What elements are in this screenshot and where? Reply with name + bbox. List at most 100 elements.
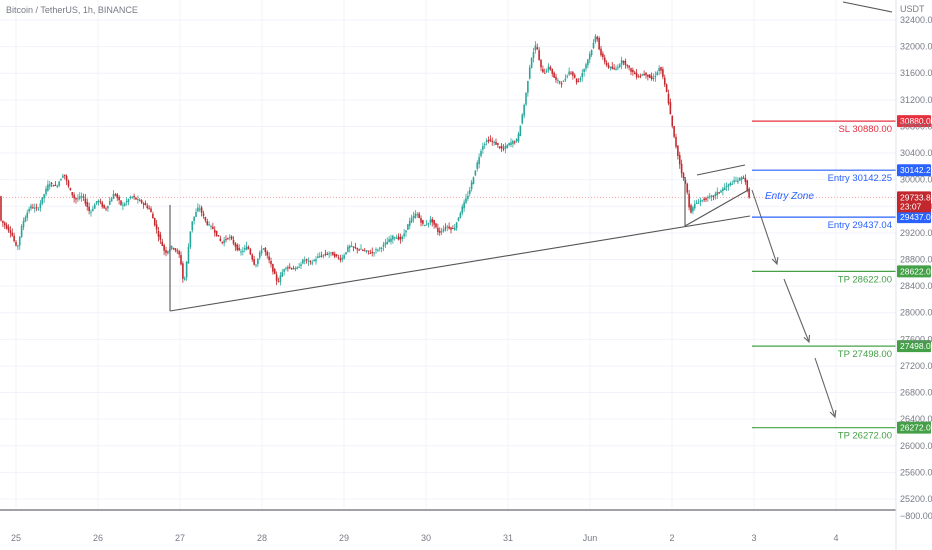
candle-body: [547, 66, 550, 71]
candle-body: [225, 239, 227, 241]
candle-body: [583, 69, 585, 72]
y-tick-label: 27600.00: [900, 334, 932, 344]
candle-body: [7, 226, 10, 231]
candle-body: [677, 145, 679, 156]
candle-body: [120, 200, 122, 205]
x-axis[interactable]: 25 26 27 28 29 30 31 Jun 2 3 4: [11, 533, 839, 543]
candle-body: [699, 200, 702, 203]
candle-body: [347, 246, 349, 252]
candle-body: [112, 194, 115, 199]
candle-body: [371, 251, 374, 253]
candle-body: [234, 243, 237, 247]
candle-body: [69, 187, 72, 191]
candle-body: [146, 205, 149, 209]
candle-body: [67, 180, 70, 187]
y-tick-label: 31600.00: [900, 68, 932, 78]
candle-body: [9, 230, 12, 233]
y-tick-label: 30000.00: [900, 175, 932, 185]
candle-body: [425, 224, 428, 226]
candle-body: [510, 142, 512, 146]
candle-body: [182, 263, 184, 279]
candle-body: [551, 68, 554, 74]
candle-body: [52, 185, 55, 187]
candle-body: [568, 71, 570, 75]
y-tick-label: 32400.00: [900, 15, 932, 25]
candle-body: [377, 249, 379, 251]
candle-body: [598, 38, 600, 50]
candle-body: [35, 207, 38, 209]
candle-body: [78, 196, 81, 199]
candle-body: [322, 254, 325, 256]
arrow-head: [771, 256, 779, 266]
candle-body: [43, 194, 45, 199]
candle-body: [542, 69, 544, 73]
trendline: [696, 164, 746, 176]
candle-body: [95, 201, 98, 204]
candle-body: [662, 69, 664, 77]
candle-body: [345, 252, 347, 255]
candle-body: [247, 247, 250, 249]
level-label-tp: TP 27498.00: [838, 349, 892, 360]
candle-body: [727, 184, 730, 187]
level-tag-bg: [897, 340, 931, 353]
candle-body: [114, 194, 117, 196]
candle-body: [153, 218, 156, 226]
x-tick-label: 27: [175, 533, 185, 543]
current-price-tag-bg: [897, 191, 931, 213]
x-tick-label: 2: [669, 533, 674, 543]
candle-body: [463, 202, 465, 209]
candle-body: [386, 242, 389, 245]
candle-body: [452, 228, 454, 230]
level-tag-text: 28622.00: [900, 266, 932, 276]
candle-body: [538, 50, 540, 61]
candle-body: [485, 140, 488, 142]
candle-body: [502, 148, 505, 150]
candle-body: [442, 229, 445, 232]
candle-body: [455, 222, 458, 229]
candle-body: [416, 214, 419, 216]
candle-body: [714, 193, 717, 196]
candle-body: [195, 211, 197, 217]
level-tag-text: 30880.00: [900, 116, 932, 126]
candle-body: [390, 238, 392, 242]
candle-body: [198, 208, 201, 210]
candle-body: [558, 81, 561, 83]
candle-body: [58, 181, 60, 186]
candle-body: [204, 217, 207, 221]
level-tag-text: 29437.04: [900, 212, 932, 222]
candle-body: [613, 68, 615, 70]
y-tick-label: 31200.00: [900, 95, 932, 105]
candle-body: [140, 200, 143, 203]
candle-body: [99, 201, 102, 203]
countdown-label: 23:07: [900, 201, 922, 211]
candle-body: [305, 259, 308, 261]
candle-body: [18, 236, 21, 246]
candle-body: [123, 203, 126, 206]
candle-body: [534, 45, 537, 51]
candle-body: [253, 259, 255, 265]
candle-body: [480, 151, 482, 156]
candle-body: [639, 75, 642, 77]
candle-body: [476, 162, 479, 169]
candle-body: [388, 239, 390, 243]
candle-body: [697, 202, 700, 204]
candle-body: [453, 227, 456, 230]
arrow-line: [814, 357, 836, 418]
candle-body: [135, 197, 137, 200]
y-tick-label: 25200.00: [900, 494, 932, 504]
candle-body: [56, 185, 59, 187]
candle-body: [678, 155, 681, 165]
level-tag-bg: [897, 211, 931, 224]
candle-body: [549, 67, 552, 70]
candle-body: [298, 266, 300, 268]
candle-body: [438, 230, 441, 233]
candle-body: [532, 52, 535, 58]
candle-body: [592, 42, 595, 49]
candle-body: [75, 197, 77, 200]
candle-body: [517, 133, 520, 142]
candle-body: [60, 178, 62, 181]
candle-body: [318, 255, 321, 257]
x-tick-label: 30: [421, 533, 431, 543]
candle-body: [230, 236, 233, 240]
